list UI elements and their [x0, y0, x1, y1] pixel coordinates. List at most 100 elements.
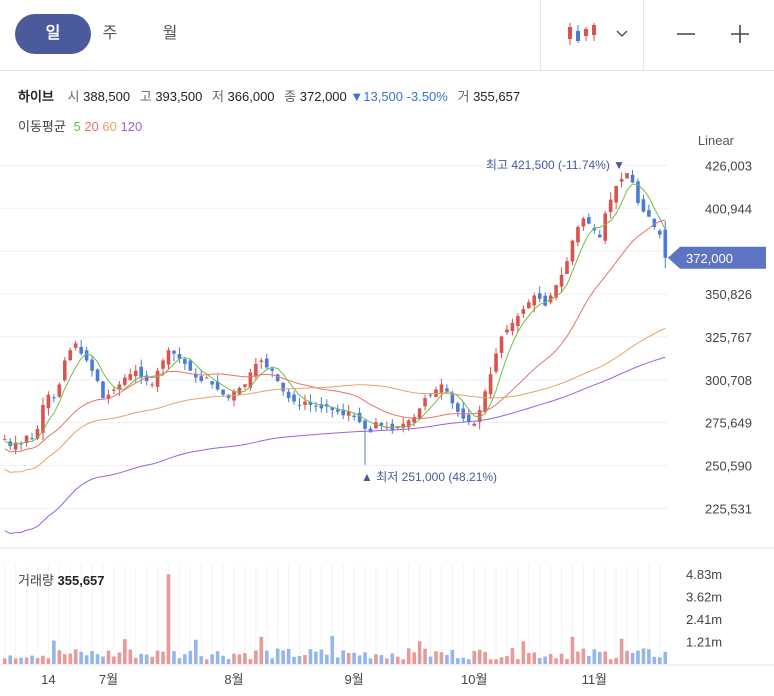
- candle-body: [112, 389, 116, 391]
- low-label: 저: [211, 89, 224, 104]
- volume-bar: [335, 657, 340, 664]
- volume-bar: [488, 659, 493, 664]
- current-price-label: 372,000: [686, 251, 733, 266]
- x-tick-label: 10월: [461, 672, 487, 687]
- volume-tick-label: 2.41m: [686, 612, 722, 627]
- volume-bar: [281, 650, 285, 664]
- volume-bar: [494, 659, 498, 664]
- volume-bar: [183, 654, 187, 664]
- volume-bar: [62, 654, 67, 664]
- candle-body: [286, 391, 291, 399]
- volume-bar: [319, 649, 324, 664]
- candle-body: [423, 398, 427, 407]
- candle-body: [101, 381, 105, 399]
- candle-body: [641, 199, 646, 212]
- x-tick-label: 14: [41, 672, 55, 687]
- volume-bar: [330, 636, 335, 664]
- volume-bar: [144, 654, 149, 664]
- candle-body: [259, 360, 264, 362]
- candle-body: [619, 179, 624, 182]
- change-value: ▼13,500: [350, 89, 404, 104]
- volume-bar: [46, 658, 51, 664]
- volume-bar: [341, 650, 345, 664]
- volume-bar: [456, 658, 460, 664]
- candle-body: [510, 322, 515, 332]
- volume-bar: [264, 650, 269, 664]
- candle-body: [188, 360, 193, 371]
- tab-daily[interactable]: 일: [15, 14, 91, 54]
- candlestick-icon: [568, 23, 596, 45]
- candle-body: [68, 350, 73, 361]
- price-tick-label: 350,826: [705, 287, 752, 302]
- volume-bar: [308, 649, 313, 664]
- ma-20-label: 20: [84, 119, 99, 134]
- volume-bar: [614, 657, 618, 664]
- volume-bar: [204, 659, 209, 664]
- volume-bar: [576, 651, 580, 664]
- volume-bar: [363, 652, 367, 664]
- candle-body: [499, 336, 504, 353]
- volume-bar: [587, 655, 591, 664]
- candle-body: [608, 199, 613, 212]
- volume-bar: [537, 657, 542, 664]
- volume-bar: [123, 639, 127, 664]
- candle-body: [139, 366, 144, 378]
- candle-body: [663, 229, 668, 258]
- zoom-out-button[interactable]: [666, 14, 706, 54]
- volume-bar: [68, 653, 73, 664]
- candle-body: [456, 403, 460, 412]
- volume-bar: [439, 652, 444, 664]
- candle-body: [161, 360, 165, 369]
- candle-body: [330, 407, 335, 411]
- candle-body: [215, 381, 220, 390]
- volume-bar: [406, 648, 411, 664]
- candle-body: [488, 374, 493, 395]
- price-tick-label: 300,708: [705, 373, 752, 388]
- volume-bar: [150, 656, 154, 664]
- volume-title: 거래량 355,657: [18, 570, 105, 589]
- volume-last-value: 355,657: [57, 573, 105, 588]
- volume-bar: [275, 648, 280, 664]
- volume-bar: [24, 657, 29, 664]
- candle-body: [630, 174, 635, 183]
- volume-bar: [559, 653, 564, 664]
- candle-body: [352, 415, 356, 417]
- candle-body: [472, 423, 477, 426]
- moving-average-120-line: [4, 356, 666, 534]
- zoom-in-button[interactable]: [720, 14, 760, 54]
- volume-bar: [177, 658, 182, 664]
- candle-body: [254, 363, 258, 377]
- volume-bar: [554, 658, 558, 664]
- tab-monthly[interactable]: 월: [162, 25, 178, 42]
- volume-bar: [401, 659, 406, 664]
- candle-body: [587, 217, 591, 224]
- candle-body: [270, 368, 275, 371]
- scale-mode-toggle[interactable]: Linear: [697, 133, 734, 148]
- volume-bar: [647, 649, 651, 664]
- volume-bar: [112, 656, 116, 664]
- candle-body: [150, 384, 154, 386]
- change-percent: -3.50%: [406, 89, 448, 104]
- candle-body: [57, 384, 62, 397]
- volume-bar: [90, 651, 94, 664]
- ma-60-label: 60: [102, 119, 117, 134]
- candle-body: [559, 274, 564, 287]
- volume-bar: [505, 656, 509, 664]
- volume-bar: [619, 638, 624, 664]
- volume-bar: [461, 657, 466, 664]
- candle-body: [52, 397, 56, 399]
- volume-bar: [641, 648, 646, 664]
- volume-bar: [483, 651, 487, 664]
- volume-bar: [8, 655, 12, 664]
- volume-bar: [292, 656, 296, 664]
- candle-body: [412, 416, 416, 423]
- volume-bar: [13, 658, 18, 664]
- tab-weekly[interactable]: 주: [102, 25, 118, 42]
- candle-body: [79, 346, 83, 354]
- price-tick-label: 275,649: [705, 416, 752, 431]
- volume-bar: [516, 659, 520, 664]
- candle-body: [532, 295, 537, 306]
- candle-body: [379, 423, 384, 426]
- chart-type-selector[interactable]: [556, 14, 636, 54]
- candle-body: [128, 374, 133, 380]
